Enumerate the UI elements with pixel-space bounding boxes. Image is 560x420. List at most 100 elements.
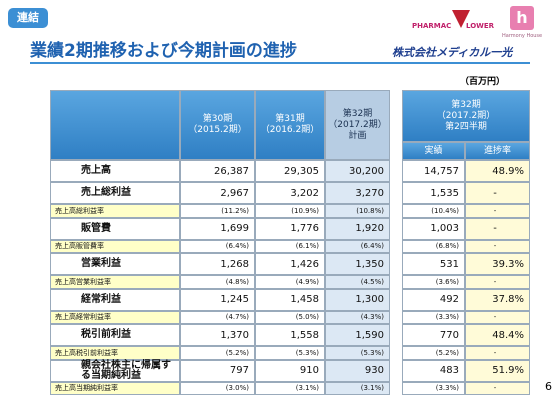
value-text: 1,590 [355,329,384,341]
value-text: 39.3% [492,258,524,270]
value-text: (3.3%) [435,313,459,322]
column-header: 実績 [402,142,465,160]
value-text: 29,305 [284,165,319,177]
row-label: 売上高税引前利益率 [50,346,180,360]
header-line: 第30期 [202,114,233,124]
value-text: 1,920 [355,223,384,234]
value-cell: (5.3%) [255,346,325,360]
value-text: (6.8%) [435,242,459,251]
value-text: - [493,277,497,286]
value-text: (10.9%) [291,206,319,215]
column-header: 進捗率 [465,142,530,160]
value-cell: (3.6%) [402,275,465,289]
value-text: - [493,187,497,199]
value-text: - [493,348,497,357]
value-text: (5.3%) [360,348,384,357]
row-label: 売上高営業利益率 [50,275,180,289]
value-cell: 1,699 [180,217,255,240]
value-cell: (4.7%) [180,310,255,324]
value-cell: 1,558 [255,324,325,346]
value-text: 1,776 [290,223,319,234]
header-line: （2017.2期） [328,119,387,130]
value-cell: 51.9% [465,359,530,382]
value-text: 492 [439,294,459,305]
value-text: 1,370 [220,329,249,341]
value-cell: (6.1%) [255,239,325,253]
title-rule [30,62,530,64]
value-text: - [493,223,497,234]
value-cell: (3.1%) [325,381,390,395]
value-cell: (5.3%) [325,346,390,360]
value-text: (10.4%) [431,206,459,215]
value-cell: (5.0%) [255,310,325,324]
label-text: 売上高 [81,165,111,176]
label-text: 売上高総利益率 [55,206,104,215]
value-text: 531 [439,258,459,270]
value-cell: (4.9%) [255,275,325,289]
value-cell: (6.4%) [180,239,255,253]
value-text: 51.9% [492,365,524,376]
value-text: (3.0%) [225,384,249,393]
logo-icon: h [510,6,534,30]
value-text: 48.4% [492,329,524,341]
value-cell: 2,967 [180,182,255,204]
row-label: 販管費 [50,217,180,240]
value-cell: 910 [255,359,325,382]
header-line: 進捗率 [483,145,511,156]
value-text: 1,300 [355,294,384,305]
value-cell: (4.3%) [325,310,390,324]
label-text: 税引前利益 [81,329,131,340]
column-header: 第31期 （2016.2期） [255,90,325,160]
value-cell: 1,268 [180,253,255,275]
value-text: 37.8% [492,294,524,305]
value-text: 26,387 [214,165,249,177]
value-text: - [493,206,497,215]
value-text: - [493,313,497,322]
value-text: (6.4%) [225,242,249,251]
row-label: 売上高当期純利益率 [50,381,180,395]
value-cell: 531 [402,253,465,275]
value-cell: - [465,346,530,360]
value-cell: 14,757 [402,160,465,182]
header-cell [50,90,180,160]
value-cell: 1,003 [402,217,465,240]
value-cell: 1,426 [255,253,325,275]
value-text: 3,270 [355,187,384,199]
logo-text: LOWER [466,22,495,30]
value-cell: 1,590 [325,324,390,346]
value-cell: 483 [402,359,465,382]
value-cell: 492 [402,288,465,311]
row-label: 売上高総利益率 [50,204,180,218]
value-text: (5.0%) [295,313,319,322]
label-text: 売上高税引前利益率 [55,348,118,357]
value-cell: 30,200 [325,160,390,182]
value-text: 1,699 [220,223,249,234]
header-line: 第32期 [342,108,373,119]
column-header: 第30期 （2015.2期） [180,90,255,160]
value-text: 1,003 [430,223,459,234]
logo-icon [452,10,470,28]
label-text: 営業利益 [81,258,121,269]
value-text: 930 [364,365,384,376]
value-cell: - [465,310,530,324]
row-label: 親会社株主に帰属する当期純利益 [50,359,180,382]
label-text: 経常利益 [81,293,121,305]
value-text: 910 [299,365,319,376]
value-cell: (6.8%) [402,239,465,253]
row-label: 売上高 [50,160,180,182]
value-cell: 48.9% [465,160,530,182]
label-text: 売上高営業利益率 [55,277,111,286]
label-text: 売上高当期純利益率 [55,384,118,393]
value-cell: 1,920 [325,217,390,240]
value-cell: (10.9%) [255,204,325,218]
value-text: 483 [439,365,459,376]
value-text: 48.9% [492,165,524,177]
value-text: (4.3%) [360,313,384,322]
value-text: 797 [229,365,249,376]
unit: （百万円） [460,77,506,87]
value-text: (3.1%) [295,384,319,393]
value-cell: 1,370 [180,324,255,346]
company: 株式会社メディカル一光 [392,46,513,59]
column-header: 第32期 （2017.2期） 計画 [325,90,390,160]
header-line: （2017.2期） [436,110,496,121]
